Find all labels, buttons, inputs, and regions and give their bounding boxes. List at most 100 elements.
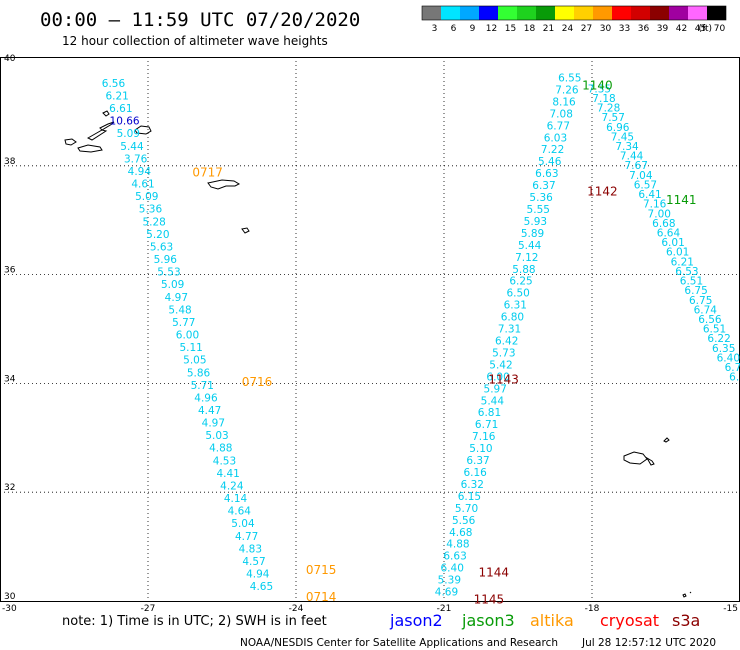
colorbar-tick-label: 30 bbox=[600, 24, 612, 34]
swh-value: 5.03 bbox=[205, 430, 228, 442]
swh-value: 6.64 bbox=[657, 228, 681, 240]
swh-value: 6.55 bbox=[558, 72, 581, 84]
swh-value: 5.36 bbox=[529, 192, 553, 204]
swh-value: 4.97 bbox=[165, 292, 188, 304]
latitude-tick-label: 40 bbox=[4, 54, 16, 64]
swh-value: 6.03 bbox=[544, 132, 567, 144]
colorbar-swatch bbox=[593, 6, 612, 20]
swh-value: 6.80 bbox=[501, 312, 524, 324]
pass-time-label: 0714 bbox=[306, 590, 337, 604]
latitude-tick-label: 38 bbox=[4, 157, 16, 167]
colorbar-tick-label: 70 bbox=[714, 24, 726, 34]
satellite-legend-s3a: s3a bbox=[672, 611, 700, 630]
swh-value: 4.64 bbox=[228, 506, 252, 518]
colorbar-tick-label: 21 bbox=[543, 24, 554, 34]
swh-value: 5.88 bbox=[512, 264, 535, 276]
swh-value: 5.05 bbox=[183, 355, 206, 367]
longitude-tick-label: -30 bbox=[2, 604, 17, 614]
axis-tick-labels: -30 -27 -24 -21 -18 -15 30 32 34 36 38 40 bbox=[2, 54, 738, 614]
swh-value: 6.5 bbox=[729, 372, 740, 384]
swh-value: 6.42 bbox=[495, 335, 518, 347]
swh-value: 6.41 bbox=[638, 189, 661, 201]
swh-value: 4.88 bbox=[209, 443, 232, 455]
pass-time-label: 1145 bbox=[474, 593, 505, 607]
satellite-legend-jason3: jason3 bbox=[461, 611, 515, 630]
swh-value: 6.37 bbox=[466, 455, 489, 467]
swh-value: 4.47 bbox=[198, 405, 221, 417]
coastlines bbox=[64, 110, 692, 598]
colorbar-unit: (ft) bbox=[698, 24, 712, 34]
island-porto-santo bbox=[241, 227, 250, 234]
island-sao-jorge bbox=[86, 129, 108, 141]
swh-value: 5.20 bbox=[146, 229, 169, 241]
swh-value: 10.66 bbox=[110, 116, 140, 128]
longitude-tick-label: -27 bbox=[141, 604, 156, 614]
swh-value: 6.16 bbox=[463, 467, 487, 479]
colorbar-tick-label: 6 bbox=[451, 24, 457, 34]
swh-value: 7.12 bbox=[515, 252, 538, 264]
colorbar-swatch bbox=[707, 6, 726, 20]
swh-value: 5.73 bbox=[492, 347, 515, 359]
pass-time-label: 1142 bbox=[587, 185, 618, 199]
swh-value: 4.77 bbox=[235, 531, 258, 543]
swh-value: 6.96 bbox=[606, 122, 630, 134]
island-salvajes bbox=[682, 591, 692, 598]
graticule bbox=[0, 57, 740, 601]
latitude-tick-label: 30 bbox=[4, 592, 16, 602]
swh-value: 7.04 bbox=[629, 170, 653, 182]
swh-value: 4.41 bbox=[216, 468, 239, 480]
swh-value: 6.25 bbox=[509, 276, 532, 288]
colorbar-swatch bbox=[441, 6, 460, 20]
swh-value: 5.10 bbox=[469, 443, 492, 455]
colorbar-swatch bbox=[460, 6, 479, 20]
swh-value: 4.69 bbox=[435, 587, 458, 599]
swh-value: 6.56 bbox=[698, 314, 722, 326]
swh-value: 6.21 bbox=[105, 91, 128, 103]
swh-value: 4.94 bbox=[246, 569, 270, 581]
colorbar-tick-label: 15 bbox=[505, 24, 516, 34]
swh-value: 5.36 bbox=[139, 204, 163, 216]
satellite-legend-jason2: jason2 bbox=[389, 611, 443, 630]
swh-value: 5.55 bbox=[527, 204, 550, 216]
swh-value: 8.16 bbox=[552, 96, 576, 108]
swh-value: 4.88 bbox=[446, 539, 469, 551]
swh-value: 5.89 bbox=[521, 228, 544, 240]
swh-value: 4.53 bbox=[213, 455, 236, 467]
swh-value: 7.08 bbox=[550, 108, 573, 120]
swh-value: 3.76 bbox=[124, 153, 148, 165]
swh-value: 7.28 bbox=[597, 103, 620, 115]
swh-value: 6.01 bbox=[666, 247, 689, 259]
colorbar-swatch bbox=[536, 6, 555, 20]
swh-value: 6.56 bbox=[102, 78, 126, 90]
longitude-tick-label: -15 bbox=[723, 604, 738, 614]
swh-value: 6.61 bbox=[109, 103, 132, 115]
swh-value: 5.71 bbox=[191, 380, 214, 392]
altimeter-track-pass-a: 6.566.216.6110.665.095.443.764.944.615.0… bbox=[102, 78, 273, 593]
swh-value: 6.01 bbox=[661, 237, 684, 249]
swh-value: 4.68 bbox=[449, 527, 472, 539]
swh-value: 6.37 bbox=[532, 180, 555, 192]
colorbar-swatch bbox=[669, 6, 688, 20]
swh-value: 4.14 bbox=[224, 493, 248, 505]
island-alegranza bbox=[663, 437, 670, 443]
swh-value: 4.97 bbox=[202, 418, 225, 430]
altimeter-track-pass-b: 6.557.268.167.086.776.037.225.466.636.37… bbox=[435, 72, 582, 598]
colorbar-tick-label: 36 bbox=[638, 24, 650, 34]
pass-time-label: 0716 bbox=[242, 375, 273, 389]
swh-value: 7.57 bbox=[602, 112, 625, 124]
pass-time-label: 1141 bbox=[666, 193, 697, 207]
swh-value: 5.97 bbox=[484, 383, 507, 395]
swh-value: 5.39 bbox=[438, 575, 461, 587]
colorbar-tick-label: 42 bbox=[676, 24, 687, 34]
colorbar-swatch bbox=[688, 6, 707, 20]
map-title: 00:00 – 11:59 UTC 07/20/2020 bbox=[40, 9, 360, 31]
island-pico bbox=[77, 144, 103, 153]
longitude-tick-label: -24 bbox=[289, 604, 304, 614]
satellite-legend-cryosat: cryosat bbox=[600, 611, 659, 630]
swh-value: 6.63 bbox=[535, 168, 558, 180]
pass-time-labels: 0717 0716 0715 0714 1140 1142 1141 1143 1144 1145 bbox=[192, 79, 696, 607]
colorbar-swatch bbox=[479, 6, 498, 20]
swh-value: 5.09 bbox=[161, 279, 184, 291]
swh-value: 4.96 bbox=[194, 392, 218, 404]
swh-value: 6.81 bbox=[478, 407, 501, 419]
